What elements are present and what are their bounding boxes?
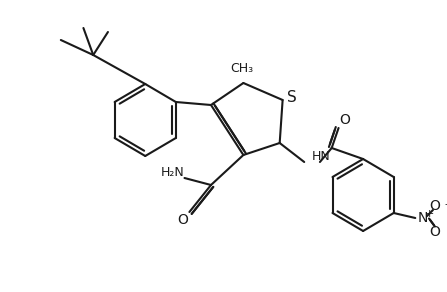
Text: S: S	[287, 90, 296, 105]
Text: HN: HN	[312, 150, 331, 164]
Text: +: +	[424, 209, 434, 219]
Text: O: O	[430, 199, 440, 213]
Text: N: N	[418, 211, 428, 225]
Text: -: -	[445, 199, 447, 209]
Text: O: O	[177, 213, 188, 227]
Text: CH₃: CH₃	[230, 62, 253, 76]
Text: H₂N: H₂N	[161, 166, 185, 180]
Text: O: O	[339, 113, 350, 127]
Text: O: O	[430, 225, 440, 239]
